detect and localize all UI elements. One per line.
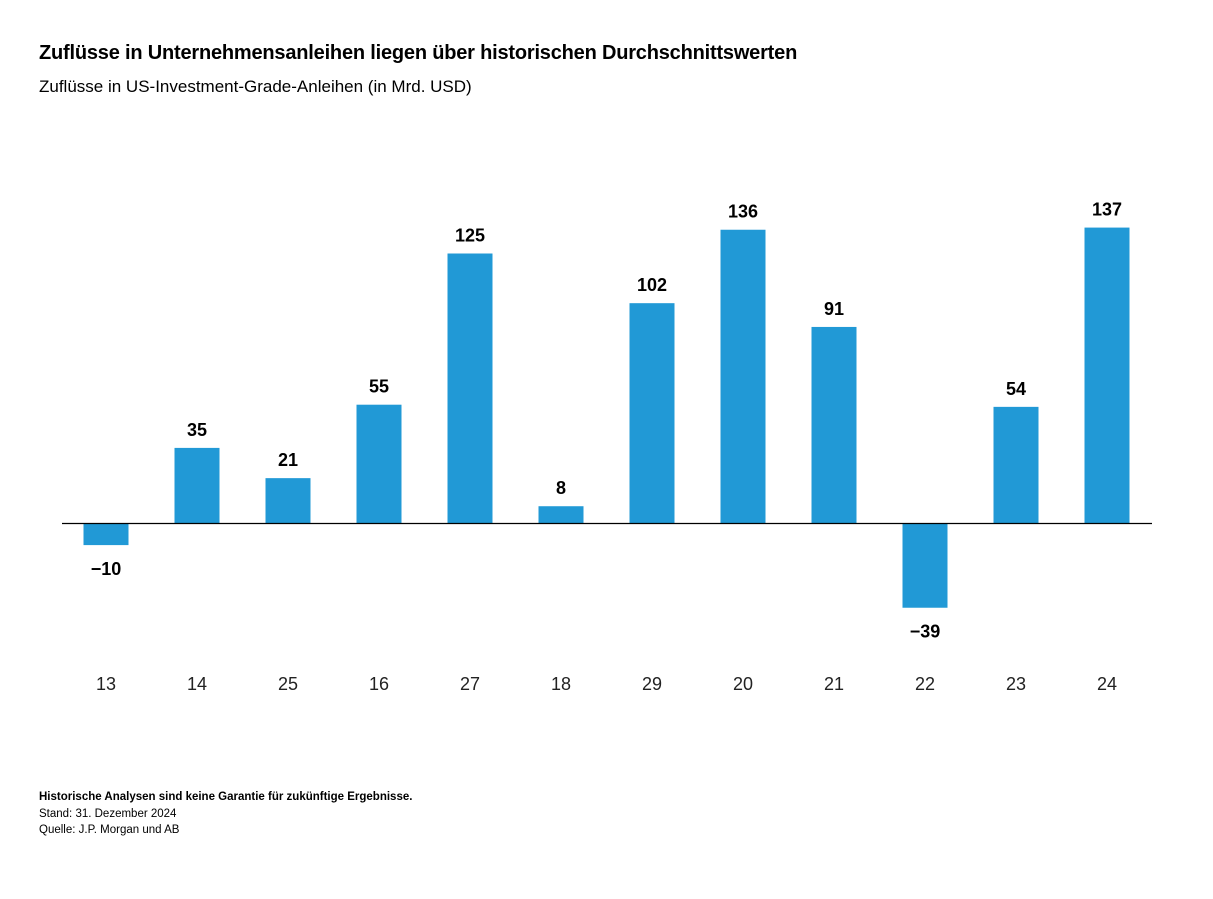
bar-24 [1084,227,1130,524]
bar-21 [811,326,857,524]
bar-23 [993,406,1039,524]
x-tick-label-25: 25 [278,674,298,694]
data-label-22: −39 [910,622,941,642]
data-label-24: 137 [1092,200,1122,220]
source-text: Quelle: J.P. Morgan und AB [39,824,180,836]
date-text: Stand: 31. Dezember 2024 [39,807,177,820]
bar-25 [265,478,311,524]
data-label-27: 125 [455,226,485,246]
data-label-14: 35 [187,420,207,440]
x-tick-label-16: 16 [369,674,389,694]
chart-footer: Historische Analysen sind keine Garantie… [39,789,412,839]
x-tick-label-29: 29 [642,674,662,694]
disclaimer-text: Historische Analysen sind keine Garantie… [39,791,413,803]
bar-chart: −10 13 35 14 21 25 55 16 125 27 8 18 102 29 136 20 91 21 −… [62,200,1152,694]
x-tick-label-27: 27 [460,674,480,694]
bar-22 [902,523,948,608]
bar-16 [356,404,402,524]
bar-13 [83,523,129,546]
x-tick-label-13: 13 [96,674,116,694]
data-label-18: 8 [556,478,566,498]
data-label-16: 55 [369,377,389,397]
chart-subtitle: Zuflüsse in US-Investment-Grade-Anleihen… [39,77,472,96]
data-label-29: 102 [637,275,667,295]
x-tick-label-23: 23 [1006,674,1026,694]
x-tick-label-18: 18 [551,674,571,694]
x-tick-label-14: 14 [187,674,207,694]
bar-14 [174,447,220,524]
chart-title: Zuflüsse in Unternehmensanleihen liegen … [39,42,798,64]
x-tick-label-21: 21 [824,674,844,694]
data-label-23: 54 [1006,379,1026,399]
bar-20 [720,229,766,524]
data-label-13: −10 [91,559,122,579]
x-tick-label-24: 24 [1097,674,1117,694]
bar-27 [447,253,493,524]
data-label-25: 21 [278,450,298,470]
x-tick-label-20: 20 [733,674,753,694]
x-tick-label-22: 22 [915,674,935,694]
data-label-20: 136 [728,202,758,222]
bar-18 [538,506,584,524]
data-label-21: 91 [824,299,844,319]
bar-29 [629,303,675,524]
